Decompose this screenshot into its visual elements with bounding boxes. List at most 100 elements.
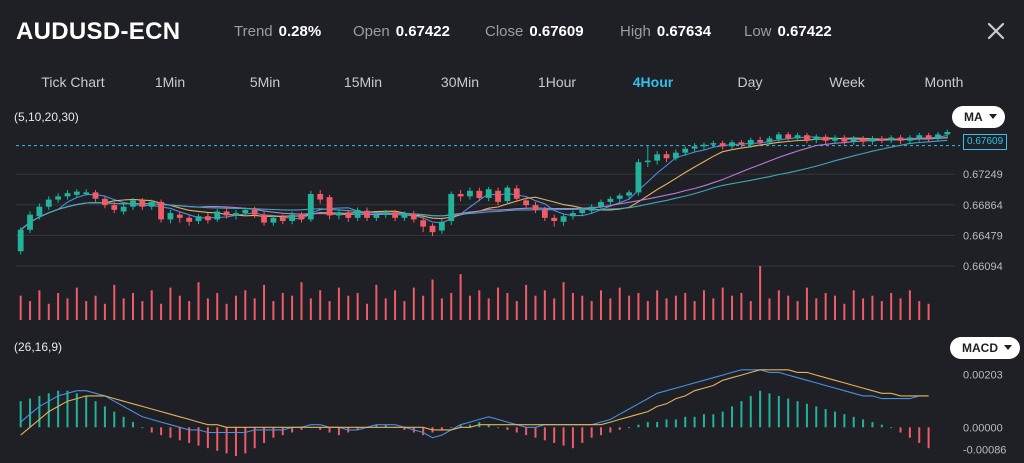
stat-label: Open (353, 23, 390, 40)
candle (832, 135, 838, 144)
volume-bar (796, 301, 799, 320)
tab-month[interactable]: Month (924, 74, 964, 90)
volume-bar (721, 287, 724, 320)
candle (738, 139, 745, 148)
candle (672, 149, 679, 161)
macd-hist-bar (160, 427, 163, 436)
candle (120, 204, 127, 215)
volume-bar (749, 301, 752, 320)
tab-week[interactable]: Week (829, 74, 865, 90)
macd-selector-dropdown[interactable]: MACD (950, 337, 1020, 359)
macd-hist-bar (253, 427, 256, 449)
volume-bar (337, 287, 340, 320)
macd-hist-bar (337, 427, 340, 436)
volume-bar (628, 295, 631, 320)
candle-body (345, 212, 352, 218)
macd-hist-bar (665, 419, 668, 428)
volume-bar (150, 290, 153, 320)
candle-body (457, 193, 464, 197)
volume-bar (122, 298, 125, 320)
candle-body (233, 213, 239, 216)
candle (560, 213, 567, 226)
candle-body (45, 199, 52, 207)
macd-hist-bar (85, 395, 88, 428)
macd-hist-bar (571, 427, 574, 449)
macd-hist-bar (534, 427, 537, 438)
volume-bar (927, 303, 930, 320)
ma5-line (20, 134, 948, 231)
candle (83, 189, 90, 196)
macd-hist-bar (731, 406, 734, 428)
candle (485, 186, 492, 202)
candle (579, 207, 586, 217)
chevron-down-icon (1004, 345, 1012, 350)
tab-day[interactable]: Day (737, 74, 763, 90)
tab-1min[interactable]: 1Min (154, 74, 186, 90)
candle (289, 211, 296, 225)
candle (73, 189, 80, 198)
volume-bar (590, 301, 593, 320)
volume-bar (57, 293, 60, 320)
candle (476, 187, 483, 202)
macd-hist-bar (450, 427, 453, 429)
candle (373, 212, 380, 222)
candle (710, 140, 717, 148)
macd-tick-label: 0.00203 (963, 369, 1003, 381)
volume-bar (777, 290, 780, 320)
macd-hist-bar (581, 427, 584, 443)
volume-bar (394, 290, 397, 320)
macd-hist-bar (113, 411, 116, 428)
candle (598, 199, 604, 210)
ma-selector-label: MA (964, 110, 983, 124)
close-button[interactable] (985, 20, 1007, 42)
candle (186, 215, 193, 226)
macd-lines (20, 369, 929, 439)
candle (382, 209, 389, 218)
macd-hist-bar (206, 427, 209, 449)
candle-body (251, 209, 258, 215)
volume-bar (684, 293, 687, 320)
macd-hist-bar (66, 390, 69, 428)
macd-histogram (19, 390, 930, 456)
macd-hist-bar (272, 427, 275, 438)
macd-hist-bar (216, 427, 219, 451)
ma-selector-dropdown[interactable]: MA (952, 106, 1005, 128)
candle-body (878, 138, 885, 140)
tab-5min[interactable]: 5Min (249, 74, 281, 90)
volume-bar (216, 293, 219, 320)
candle (467, 187, 473, 200)
price-tick-label: 0.67249 (963, 169, 1003, 181)
volume-bar (347, 295, 350, 320)
candle (682, 146, 689, 156)
candle-body (710, 143, 717, 145)
candle-body (139, 200, 146, 207)
volume-bar (225, 303, 228, 320)
candle-body (495, 190, 501, 202)
candle-body (579, 209, 586, 214)
tab-4hour[interactable]: 4Hour (632, 74, 674, 90)
macd-hist-bar (787, 398, 790, 428)
tab-15min[interactable]: 15Min (343, 74, 383, 90)
volume-bar (141, 301, 144, 320)
ma30-line (20, 139, 948, 231)
candle (588, 204, 595, 214)
volume-bar (665, 298, 668, 320)
tab-1hour[interactable]: 1Hour (537, 74, 577, 90)
candle (326, 194, 333, 220)
macd-hist-bar (862, 419, 865, 428)
tab-tick-chart[interactable]: Tick Chart (41, 74, 105, 90)
macd-hist-bar (805, 403, 808, 428)
tab-30min[interactable]: 30Min (440, 74, 480, 90)
candle-body (467, 190, 473, 197)
volume-bar (525, 284, 528, 320)
candle (214, 209, 221, 222)
stat-value: 0.28% (278, 23, 322, 40)
volume-bar (234, 295, 237, 320)
macd-hist-bar (440, 427, 443, 430)
volume-bar (403, 301, 406, 320)
candle (570, 210, 576, 220)
candle (27, 211, 33, 233)
candle-body (757, 139, 764, 143)
macd-hist-bar (328, 427, 331, 433)
